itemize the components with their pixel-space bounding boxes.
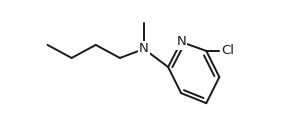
Text: N: N — [139, 42, 149, 55]
Text: N: N — [176, 35, 186, 48]
Text: Cl: Cl — [221, 44, 234, 57]
